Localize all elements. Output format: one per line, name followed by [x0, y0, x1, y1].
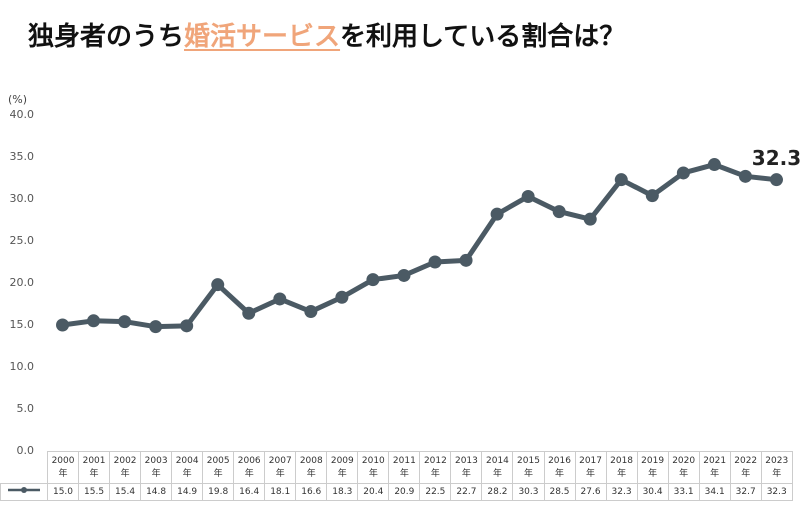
table-corner — [1, 452, 48, 484]
category-cell: 2016年 — [543, 451, 576, 484]
y-tick-label: 30.0 — [10, 192, 35, 205]
y-tick-label: 25.0 — [10, 234, 35, 247]
category-cell: 2005年 — [202, 451, 235, 484]
y-tick-label: 5.0 — [17, 402, 35, 415]
category-cell: 2022年 — [729, 451, 762, 484]
value-cell: 14.8 — [140, 483, 173, 501]
data-point — [645, 189, 659, 203]
value-cell: 28.2 — [481, 483, 514, 501]
data-point — [335, 290, 349, 304]
data-line — [62, 162, 777, 330]
category-cell: 2000年 — [46, 451, 80, 484]
data-point — [366, 273, 380, 287]
data-point — [459, 253, 473, 267]
category-cell: 2019年 — [636, 451, 669, 484]
y-axis-label: (%) — [8, 93, 27, 106]
value-cell: 34.1 — [698, 483, 731, 501]
value-cell: 19.8 — [202, 483, 235, 501]
category-cell: 2015年 — [512, 451, 545, 484]
data-point — [211, 278, 225, 292]
value-cell: 32.3 — [760, 483, 793, 501]
legend-marker — [8, 486, 40, 493]
data-table: 2000年 2001年 2002年 2003年 2004年 2005年 2006年 2007年… — [0, 451, 793, 501]
data-point — [149, 320, 163, 334]
data-point — [552, 205, 566, 219]
title-part: 独身者のうち — [28, 22, 185, 52]
data-point — [738, 169, 752, 183]
category-cell: 2004年 — [171, 451, 204, 484]
category-cell: 2013年 — [450, 451, 483, 484]
category-cell: 2003年 — [140, 451, 173, 484]
category-cell: 2009年 — [326, 451, 359, 484]
category-cell: 2012年 — [419, 451, 452, 484]
y-tick-label: 15.0 — [10, 318, 35, 331]
title: 独身者のうち婚活サービスを利用している割合は？ — [28, 16, 625, 53]
y-tick-label: 20.0 — [10, 276, 35, 289]
value-cell: 30.3 — [512, 483, 545, 501]
data-point — [614, 173, 628, 187]
table-row: 15.0 15.5 15.4 14.8 14.9 19.8 16.4 18.1 16.6 18.3… — [0, 483, 793, 501]
data-point — [273, 292, 287, 306]
data-point — [707, 158, 721, 172]
data-point — [180, 319, 194, 333]
category-cell: 2001年 — [78, 451, 111, 484]
value-cell: 16.6 — [295, 483, 328, 501]
value-cell: 30.4 — [636, 483, 669, 501]
category-cell: 2014年 — [481, 451, 514, 484]
data-point — [428, 255, 442, 269]
data-point — [583, 212, 597, 226]
category-cell: 2010年 — [357, 451, 390, 484]
data-point — [676, 166, 690, 180]
category-cell: 2020年 — [667, 451, 700, 484]
value-cell: 27.6 — [574, 483, 607, 501]
value-cell: 15.4 — [109, 483, 142, 501]
category-cell: 2011年 — [388, 451, 421, 484]
value-cell: 18.3 — [326, 483, 359, 501]
category-cell: 2021年 — [698, 451, 731, 484]
data-point — [56, 318, 70, 332]
category-cell: 2017年 — [574, 451, 607, 484]
category-cell: 2002年 — [109, 451, 142, 484]
title-highlight: 婚活サービス — [184, 22, 341, 52]
title-part: を利用している割合は？ — [340, 22, 626, 52]
value-cell: 14.9 — [171, 483, 204, 501]
end-annotation: 32.3 — [752, 146, 800, 170]
value-cell: 15.5 — [78, 483, 111, 501]
value-cell: 22.5 — [419, 483, 452, 501]
data-point — [304, 305, 318, 319]
category-cell: 2008年 — [295, 451, 328, 484]
y-tick-label: 0.0 — [17, 444, 35, 457]
value-cell: 33.1 — [667, 483, 700, 501]
data-point — [242, 306, 256, 320]
data-point — [118, 315, 132, 329]
value-cell: 28.5 — [543, 483, 576, 501]
data-point — [87, 314, 101, 328]
y-tick-label: 35.0 — [10, 150, 35, 163]
data-point — [397, 268, 411, 282]
category-cell: 2007年 — [264, 451, 297, 484]
y-tick-label: 10.0 — [10, 360, 35, 373]
category-cell: 2023年 — [760, 451, 793, 484]
category-cell: 2006年 — [233, 451, 266, 484]
data-point — [490, 207, 504, 221]
value-cell: 18.1 — [264, 483, 297, 501]
legend-cell — [0, 483, 48, 501]
value-cell: 22.7 — [450, 483, 483, 501]
data-point — [521, 189, 535, 203]
value-cell: 16.4 — [233, 483, 266, 501]
category-cell: 2018年 — [605, 451, 638, 484]
value-cell: 32.3 — [605, 483, 638, 501]
table-row: 2000年 2001年 2002年 2003年 2004年 2005年 2006年 2007年… — [1, 451, 793, 484]
value-cell: 20.4 — [357, 483, 390, 501]
y-tick-label: 40.0 — [10, 108, 35, 121]
data-point — [769, 173, 783, 187]
value-cell: 15.0 — [46, 483, 80, 501]
value-cell: 32.7 — [729, 483, 762, 501]
value-cell: 20.9 — [388, 483, 421, 501]
